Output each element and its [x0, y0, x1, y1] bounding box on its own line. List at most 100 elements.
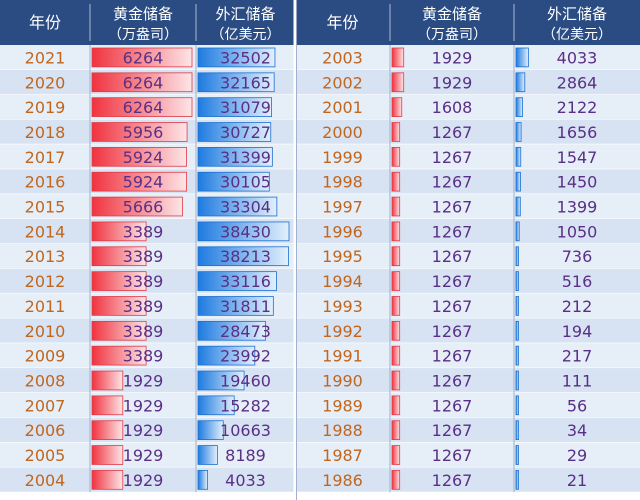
forex-value: 1450 — [557, 173, 598, 192]
forex-bar — [515, 271, 519, 291]
row-background — [295, 343, 640, 369]
forex-value: 4033 — [557, 48, 598, 67]
gold-value: 1929 — [432, 48, 473, 67]
table-row: 2001 1608 2122 — [295, 94, 640, 121]
table-row: 2009 3389 23992 — [0, 343, 295, 369]
forex-value: 31811 — [220, 297, 271, 316]
gold-bar — [391, 171, 401, 192]
left-header-forex: 外汇储备 — [215, 5, 275, 23]
forex-value: 29 — [567, 446, 587, 465]
row-background — [295, 144, 640, 170]
gold-value: 1267 — [432, 173, 473, 192]
forex-value: 194 — [562, 322, 593, 341]
year-label: 2016 — [25, 173, 66, 192]
gold-bar — [91, 246, 147, 267]
gold-value: 1267 — [432, 371, 473, 390]
gold-bar — [91, 171, 187, 192]
year-label: 2011 — [25, 297, 66, 316]
forex-value: 34 — [567, 421, 587, 440]
forex-value: 2122 — [557, 98, 598, 117]
forex-value: 516 — [562, 272, 593, 291]
forex-bar — [515, 196, 521, 217]
forex-value: 31079 — [220, 98, 271, 117]
gold-bar — [391, 395, 401, 416]
left-header-forex-unit: （亿美元） — [211, 27, 281, 43]
gold-bar — [391, 271, 401, 291]
row-background — [295, 218, 640, 244]
gold-value: 1929 — [123, 421, 164, 440]
forex-bar — [197, 122, 272, 142]
row-background — [295, 169, 640, 195]
gold-value: 5924 — [123, 148, 164, 167]
gold-bar — [91, 370, 124, 391]
year-label: 2019 — [25, 98, 66, 117]
row-background — [295, 119, 640, 145]
row-background — [0, 392, 295, 418]
table-row: 1987 1267 29 — [295, 442, 640, 469]
table-row: 2007 1929 15282 — [0, 392, 295, 419]
gold-value: 1929 — [123, 371, 164, 390]
gold-value: 5956 — [123, 123, 164, 142]
gold-value: 1267 — [432, 222, 473, 241]
year-label: 1996 — [322, 222, 363, 241]
gold-bar — [391, 246, 401, 267]
year-label: 2003 — [322, 48, 363, 67]
row-background — [295, 318, 640, 344]
table-row: 1988 1267 34 — [295, 417, 640, 444]
forex-bar — [515, 370, 519, 391]
forex-bar — [197, 296, 274, 316]
forex-bar — [515, 445, 519, 465]
forex-bar — [515, 97, 523, 117]
left-table: 年份 黄金储备 （万盎司） 外汇储备 （亿美元） 2021 6264 32502 2020 626… — [0, 4, 295, 493]
gold-value: 5924 — [123, 173, 164, 192]
forex-value: 30105 — [220, 173, 271, 192]
forex-value: 32165 — [220, 73, 271, 92]
year-label: 1986 — [322, 471, 363, 490]
forex-bar — [515, 320, 519, 341]
forex-value: 38430 — [220, 222, 271, 241]
row-background — [295, 194, 640, 219]
year-label: 1995 — [322, 247, 363, 266]
forex-value: 38213 — [220, 247, 271, 266]
forex-value: 1050 — [557, 222, 598, 241]
table-row: 1989 1267 56 — [295, 392, 640, 419]
forex-value: 736 — [562, 247, 593, 266]
forex-bar — [197, 395, 235, 416]
gold-bar — [91, 221, 147, 242]
gold-bar — [391, 470, 401, 490]
year-label: 1999 — [322, 148, 363, 167]
forex-bar — [515, 72, 526, 93]
gold-bar — [91, 122, 188, 142]
gold-value: 1267 — [432, 272, 473, 291]
year-label: 1994 — [322, 272, 363, 291]
year-label: 2007 — [25, 396, 66, 415]
table-row: 2019 6264 31079 — [0, 94, 295, 121]
forex-bar — [197, 345, 256, 366]
gold-value: 5666 — [123, 198, 164, 217]
table-row: 1995 1267 736 — [295, 243, 640, 270]
year-label: 1997 — [322, 198, 363, 217]
year-label: 2000 — [322, 123, 363, 142]
gold-value: 1929 — [123, 471, 164, 490]
forex-bar — [197, 445, 218, 465]
gold-value: 1267 — [432, 421, 473, 440]
gold-bar — [91, 345, 147, 366]
forex-value: 2864 — [557, 73, 598, 92]
gold-bar — [391, 345, 401, 366]
forex-bar — [515, 420, 519, 441]
forex-bar — [515, 221, 520, 242]
gold-bar — [391, 122, 401, 142]
table-row: 1992 1267 194 — [295, 318, 640, 344]
year-label: 1991 — [322, 347, 363, 366]
year-label: 2015 — [25, 198, 66, 217]
row-background — [295, 243, 640, 269]
gold-bar — [391, 296, 401, 316]
right-header-gold-unit: （万盎司） — [417, 27, 487, 43]
left-header-gold: 黄金储备 — [113, 5, 173, 23]
forex-value: 21 — [567, 471, 587, 490]
forex-value: 8189 — [225, 446, 266, 465]
gold-bar — [91, 97, 193, 117]
table-row: 2000 1267 1656 — [295, 119, 640, 145]
year-label: 2004 — [25, 471, 66, 490]
